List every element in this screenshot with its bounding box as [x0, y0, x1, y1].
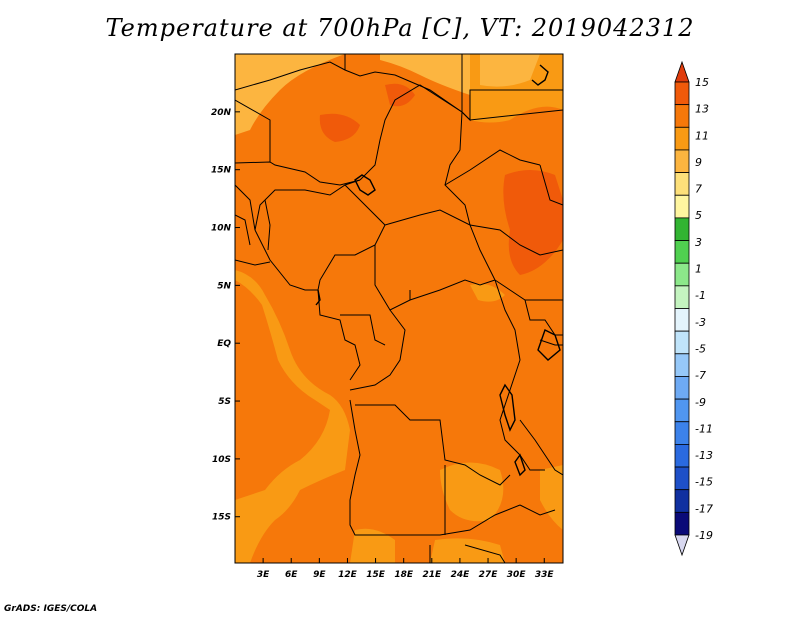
lat-label: 20N — [211, 108, 232, 118]
field-warm-north — [319, 113, 360, 142]
lon-label: 9E — [313, 570, 326, 580]
colorbar-swatch — [674, 466, 690, 491]
colorbar-swatch — [674, 149, 690, 173]
colorbar-label: 13 — [695, 103, 709, 116]
longitude-axis: 3E 6E 9E 12E 15E 18E 21E 24E 27E 30E 33E — [257, 558, 555, 580]
field-se-cool — [540, 465, 563, 530]
map-title: Temperature at 700hPa [C], VT: 201904231… — [105, 14, 695, 42]
colorbar-swatch — [674, 308, 690, 332]
colorbar-label: -7 — [695, 369, 706, 382]
field-ne-cool — [480, 54, 540, 87]
colorbar-swatch — [674, 81, 690, 106]
lon-label: 12E — [338, 570, 358, 580]
colorbar-label: 3 — [695, 236, 702, 249]
lon-label: 33E — [535, 570, 555, 580]
colorbar-swatch — [674, 353, 690, 377]
lon-label: 6E — [285, 570, 298, 580]
colorbar-swatch — [674, 240, 690, 264]
colorbar-swatch — [674, 194, 690, 219]
colorbar-label: 15 — [695, 76, 709, 89]
colorbar-swatch — [674, 126, 690, 151]
colorbar-swatch — [674, 376, 690, 400]
colorbar-swatch — [674, 443, 690, 468]
field-warm-north2 — [385, 83, 415, 107]
colorbar-swatch — [674, 104, 690, 128]
lon-label: 3E — [257, 570, 270, 580]
colorbar-top-arrow — [674, 60, 690, 83]
lat-label: 10N — [211, 224, 232, 234]
country-borders — [235, 54, 563, 563]
colorbar-swatch — [674, 398, 690, 423]
colorbar: 15 13 11 9 7 5 3 1 -1 -3 -5 -7 -9 -11 -13 -15 -17 -19 — [674, 60, 713, 557]
field-nw-cool — [235, 54, 345, 135]
latitude-axis: 20N 15N 10N 5N EQ 5S 10S 15S — [211, 108, 240, 523]
colorbar-label: -19 — [695, 529, 713, 542]
colorbar-bottom-arrow — [674, 534, 690, 557]
lat-label: 10S — [212, 455, 231, 465]
colorbar-label: 9 — [695, 156, 702, 169]
colorbar-label: -5 — [695, 342, 706, 355]
colorbar-swatch — [674, 285, 690, 309]
colorbar-swatch — [674, 421, 690, 445]
colorbar-swatch — [674, 172, 690, 196]
colorbar-label: 7 — [695, 183, 702, 196]
colorbar-swatch — [674, 262, 690, 287]
colorbar-label: -11 — [695, 422, 713, 435]
lon-label: 27E — [479, 570, 499, 580]
colorbar-label: -1 — [695, 289, 706, 302]
grads-credit: GrADS: IGES/COLA — [4, 604, 98, 614]
field-n-cool — [380, 54, 470, 95]
colorbar-label: 11 — [695, 129, 709, 142]
lon-label: 30E — [507, 570, 527, 580]
temperature-field — [235, 54, 563, 563]
field-mid-cool — [470, 283, 505, 302]
colorbar-label: -15 — [695, 476, 713, 489]
field-south-cool — [440, 462, 504, 522]
lon-label: 21E — [422, 570, 442, 580]
lat-label: 15N — [211, 166, 232, 176]
lon-label: 24E — [451, 570, 471, 580]
colorbar-swatch — [674, 217, 690, 241]
lat-label: 5N — [217, 281, 231, 291]
lon-label: 18E — [394, 570, 414, 580]
colorbar-swatch — [674, 330, 690, 355]
map-frame — [234, 53, 564, 564]
colorbar-swatch — [674, 489, 690, 513]
coastlines — [315, 64, 561, 477]
lat-label: 5S — [218, 397, 231, 407]
colorbar-swatch — [674, 511, 690, 536]
lat-label: 15S — [212, 513, 231, 523]
field-south-cool3 — [350, 528, 395, 563]
lat-label: EQ — [217, 339, 231, 349]
colorbar-label: -3 — [695, 316, 706, 329]
field-south-cool2 — [430, 538, 505, 563]
field-warm-east — [503, 170, 563, 275]
colorbar-label: -17 — [695, 502, 713, 515]
colorbar-label: -13 — [695, 449, 713, 462]
lon-label: 15E — [366, 570, 386, 580]
colorbar-label: -9 — [695, 396, 706, 409]
field-west-inner — [235, 280, 330, 500]
colorbar-label: 1 — [695, 263, 702, 276]
colorbar-label: 5 — [695, 209, 702, 222]
